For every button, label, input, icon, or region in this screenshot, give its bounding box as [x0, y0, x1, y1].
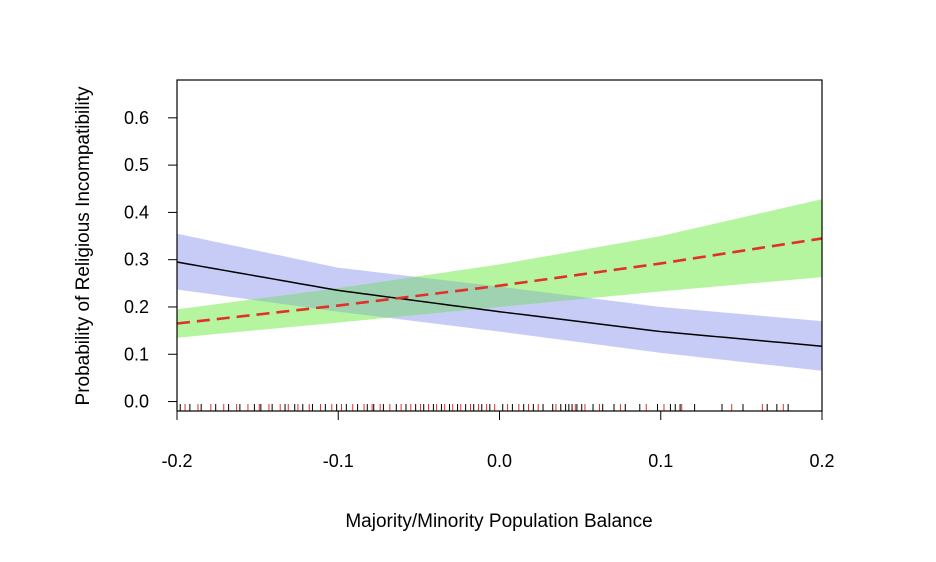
y-axis: 0.0 0.1 0.2 0.3 0.4 0.5 0.6 — [124, 108, 178, 412]
x-tick-label: 0.1 — [648, 451, 673, 471]
series-lines — [176, 237, 823, 347]
x-tick-label: 0.0 — [487, 451, 512, 471]
series-line-1 — [176, 261, 823, 347]
confidence-bands — [177, 199, 822, 371]
y-tick-label: 0.0 — [124, 392, 149, 412]
rug-marks — [179, 404, 789, 411]
y-tick-label: 0.1 — [124, 344, 149, 364]
x-axis: -0.2 -0.1 0.0 0.1 0.2 — [161, 410, 835, 471]
y-tick-label: 0.2 — [124, 297, 149, 317]
x-tick-label: -0.1 — [323, 451, 354, 471]
y-axis-title: Probability of Religious Incompatibility — [73, 86, 94, 405]
y-tick-label: 0.4 — [124, 202, 149, 222]
series-line-2 — [176, 237, 823, 325]
x-tick-label: 0.2 — [809, 451, 834, 471]
y-tick-label: 0.5 — [124, 155, 149, 175]
y-tick-label: 0.6 — [124, 108, 149, 128]
x-tick-label: -0.2 — [161, 451, 192, 471]
y-tick-label: 0.3 — [124, 250, 149, 270]
x-axis-title: Majority/Minority Population Balance — [345, 511, 652, 532]
